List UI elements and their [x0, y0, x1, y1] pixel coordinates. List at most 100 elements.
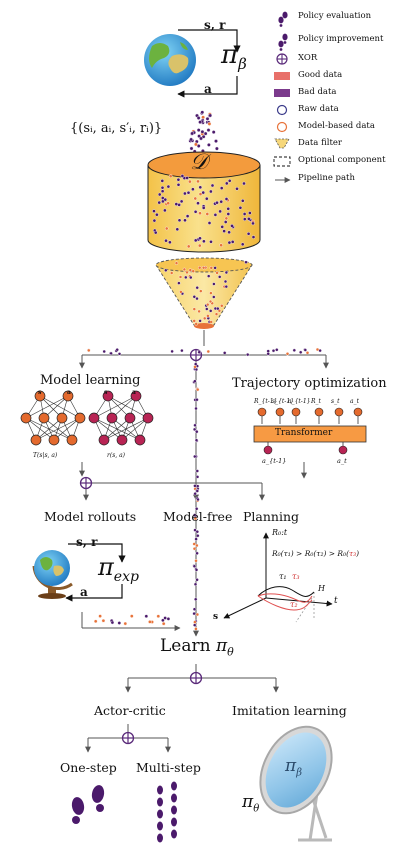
- net-edge: [121, 417, 149, 441]
- data-point: [242, 217, 247, 221]
- data-point: [214, 139, 218, 144]
- data-point: [240, 242, 245, 247]
- path-point: [285, 352, 290, 356]
- dataset-expression: {(sᵢ, aᵢ, s′ᵢ, rᵢ)}: [70, 121, 163, 136]
- net-edge: [39, 395, 81, 419]
- net2-input-a: a: [132, 389, 136, 396]
- model-free-point: [194, 559, 198, 563]
- xor-legend-icon: [276, 53, 288, 65]
- net1-input-a: a: [67, 389, 71, 396]
- data-point: [230, 240, 235, 244]
- filtered-point: [213, 266, 217, 270]
- model-free-point: [193, 365, 197, 369]
- footprint: [171, 829, 177, 839]
- data-point: [207, 221, 212, 225]
- traj-out-2: a_t: [337, 457, 347, 465]
- data-point: [174, 202, 179, 206]
- planning-inequality: R₀(τ₁) > R₀(τ₂) > R₀(τ₃): [272, 549, 360, 558]
- net2-input-s: s: [104, 389, 108, 396]
- rollout-point: [166, 617, 171, 621]
- path-point: [303, 348, 307, 352]
- data-point: [164, 238, 168, 243]
- filtered-point: [206, 314, 210, 318]
- data-point: [199, 136, 203, 141]
- model-free-point: [194, 406, 198, 411]
- net-node: [48, 434, 60, 446]
- model-free-point: [195, 578, 199, 582]
- data-point: [157, 192, 162, 197]
- data-point: [166, 201, 170, 205]
- path-point: [117, 352, 122, 356]
- path-point: [115, 348, 119, 352]
- rollout-state-reward: s, r: [76, 535, 98, 549]
- model-free-point: [195, 469, 200, 473]
- model-free-point: [192, 611, 196, 616]
- data-point: [203, 131, 208, 136]
- trajectory-tokens: [257, 407, 363, 455]
- net-node: [98, 434, 110, 446]
- filtered-points: [164, 260, 248, 326]
- model-free-point: [192, 513, 197, 517]
- model-free-point: [194, 507, 199, 511]
- data-point: [209, 189, 213, 194]
- data-point: [200, 110, 205, 115]
- filtered-point: [189, 275, 193, 280]
- data-point: [193, 142, 198, 147]
- filtered-point: [178, 275, 183, 279]
- planning-label: Planning: [243, 509, 300, 524]
- filtered-point: [197, 309, 201, 314]
- model-free-point: [192, 547, 197, 551]
- top-state-reward: s, r: [204, 18, 226, 32]
- data-point: [224, 216, 229, 221]
- data-point: [201, 190, 205, 195]
- data-point: [180, 174, 185, 178]
- footprint: [171, 817, 177, 827]
- data-point: [209, 239, 213, 244]
- model-based-data-icon: [276, 121, 288, 133]
- data-point: [242, 181, 246, 186]
- data-point: [160, 196, 165, 200]
- multi-step-label: Multi-step: [136, 760, 201, 775]
- model-free-point: [195, 612, 200, 617]
- model-free-point: [195, 543, 199, 548]
- traj-out-1: a_{t-1}: [262, 457, 287, 465]
- legend-raw-data: Raw data: [298, 104, 339, 114]
- data-point: [242, 212, 247, 216]
- model-free-point: [194, 438, 199, 442]
- path-point: [180, 348, 184, 353]
- planning-tau1: τ₁: [279, 572, 287, 581]
- data-point: [219, 186, 224, 190]
- filtered-point: [191, 269, 195, 273]
- net-node: [20, 412, 32, 424]
- data-point: [251, 221, 255, 226]
- mirror-icon: [259, 725, 333, 842]
- data-point: [193, 196, 198, 201]
- data-point: [193, 209, 198, 214]
- model-free-point: [196, 497, 200, 502]
- raw-data-icon: [276, 104, 288, 116]
- data-point: [161, 199, 165, 204]
- filtered-point: [209, 291, 213, 295]
- token-node: [257, 407, 267, 417]
- model-free-label: Model-free: [163, 509, 233, 524]
- model-free-point: [192, 564, 197, 568]
- filtered-point: [206, 274, 211, 278]
- split-points: [86, 347, 322, 357]
- net-edge: [35, 417, 63, 441]
- path-point: [206, 349, 211, 354]
- model-free-point: [193, 484, 197, 488]
- model-free-point: [193, 528, 197, 532]
- rollout-point: [129, 614, 134, 618]
- filtered-point: [205, 307, 209, 311]
- rollout-point: [156, 614, 161, 619]
- raw-data-stream: [188, 110, 224, 158]
- data-point: [240, 198, 245, 203]
- model-learning-title: Model learning: [40, 373, 141, 388]
- rollout-point: [163, 616, 167, 620]
- net-node: [66, 434, 78, 446]
- legend-good-data: Good data: [298, 70, 343, 80]
- data-point: [213, 213, 218, 217]
- data-point: [157, 200, 161, 205]
- token-node: [291, 407, 301, 417]
- rollout-scatter: [81, 612, 181, 631]
